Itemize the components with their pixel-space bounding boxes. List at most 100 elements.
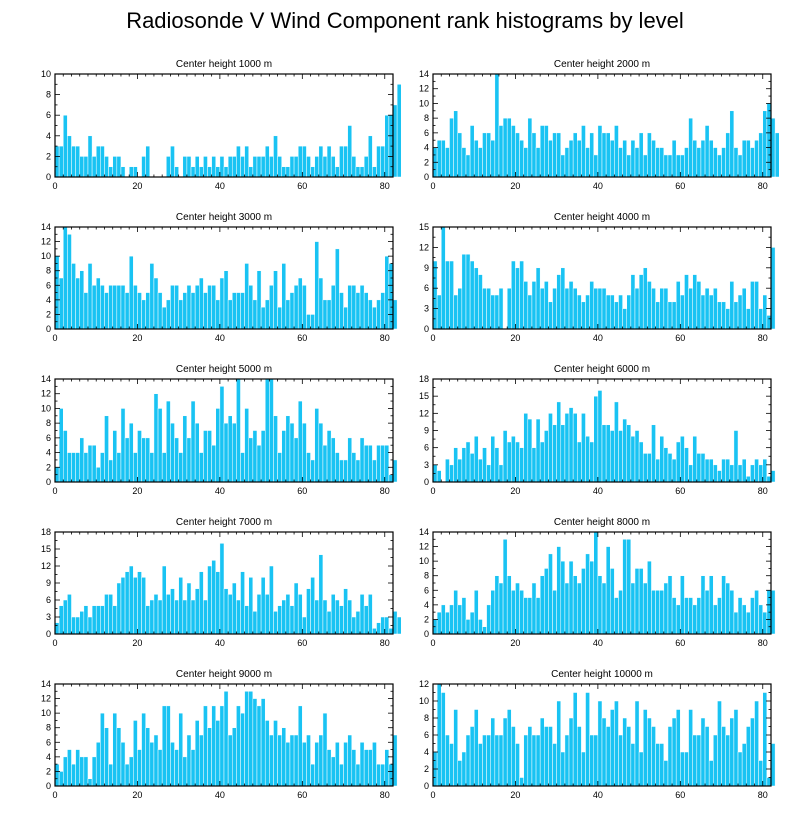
histogram-bar	[120, 166, 126, 178]
histogram-bar	[560, 424, 566, 483]
y-tick-label: 8	[424, 113, 429, 123]
x-tick-label: 60	[675, 638, 685, 648]
histogram-bar	[601, 717, 607, 787]
histogram-bar	[157, 599, 163, 635]
histogram-bar	[355, 292, 361, 330]
histogram-bar	[392, 611, 398, 635]
histogram-bar	[281, 430, 287, 483]
histogram-bar	[310, 314, 315, 330]
histogram-bar	[770, 247, 776, 330]
histogram-bar	[597, 700, 603, 787]
histogram-bar	[478, 147, 483, 178]
histogram-bar	[227, 734, 233, 787]
histogram-bar	[511, 125, 516, 178]
histogram-bar	[729, 590, 735, 635]
histogram-bar	[297, 705, 303, 787]
histogram-bar	[436, 611, 442, 635]
histogram-bar	[104, 156, 109, 178]
histogram-bar	[544, 726, 549, 787]
histogram-bar	[293, 734, 299, 787]
histogram-bar	[618, 294, 623, 330]
histogram-bar	[593, 287, 599, 330]
histogram-bar	[190, 166, 196, 178]
histogram-bar	[392, 734, 398, 787]
histogram-bar	[145, 145, 151, 178]
x-tick-label: 60	[675, 181, 685, 191]
histogram-bar	[527, 726, 533, 787]
x-tick-label: 80	[380, 333, 390, 343]
y-tick-label: 6	[424, 283, 429, 293]
histogram-bar	[519, 590, 524, 635]
histogram-bar	[231, 156, 237, 178]
histogram-bar	[145, 727, 151, 787]
x-tick-label: 40	[593, 486, 603, 496]
histogram-bar	[445, 147, 450, 178]
histogram-bar	[440, 139, 446, 178]
histogram-bar	[112, 156, 118, 178]
histogram-bar	[190, 292, 196, 330]
histogram-bar	[256, 705, 262, 787]
histogram-bar	[75, 145, 80, 178]
histogram-bar	[552, 590, 557, 635]
histogram-bar	[108, 285, 113, 330]
y-tick-label: 9	[424, 426, 429, 436]
histogram-bar	[737, 294, 743, 330]
histogram-bar	[368, 749, 373, 787]
histogram-bar	[572, 287, 578, 330]
histogram-bar	[614, 125, 619, 178]
histogram-bar	[248, 285, 254, 330]
histogram-bar	[704, 726, 710, 787]
histogram-bar	[219, 277, 225, 330]
histogram-bar	[498, 125, 504, 178]
histogram-bar	[363, 444, 369, 483]
histogram-bar	[124, 292, 130, 330]
y-tick-label: 10	[419, 556, 429, 566]
histogram-bar	[116, 452, 122, 483]
y-tick-label: 2	[46, 151, 51, 161]
histogram-bar	[384, 114, 390, 178]
histogram-bar	[729, 110, 735, 178]
histogram-bar	[700, 139, 706, 178]
histogram-bar	[269, 285, 274, 330]
histogram-bar	[511, 260, 516, 330]
histogram-bar	[207, 430, 212, 483]
histogram-bar	[713, 147, 718, 178]
x-tick-label: 60	[675, 486, 685, 496]
x-tick-label: 20	[510, 790, 520, 800]
histogram-bar	[614, 401, 619, 483]
histogram-bar	[506, 709, 512, 787]
histogram-bar	[285, 742, 291, 787]
y-tick-label: 3	[46, 612, 51, 622]
histogram-bar	[277, 734, 282, 787]
histogram-bar	[626, 539, 632, 635]
histogram-bar	[87, 616, 93, 635]
histogram-bar	[523, 147, 529, 178]
histogram-bar	[589, 281, 595, 330]
histogram-bar	[273, 415, 278, 483]
histogram-bar	[79, 156, 85, 178]
histogram-bar	[581, 568, 586, 635]
histogram-bar	[199, 166, 204, 178]
histogram-bar	[240, 712, 245, 787]
histogram-bar	[523, 413, 529, 483]
histogram-bar	[531, 582, 537, 635]
histogram-bar	[618, 430, 623, 483]
y-tick-label: 0	[424, 324, 429, 334]
histogram-bar	[708, 139, 714, 178]
histogram-bar	[589, 734, 595, 787]
histogram-bar	[659, 147, 665, 178]
histogram-bar	[108, 594, 113, 635]
histogram-bar	[302, 616, 307, 635]
histogram-bar	[700, 717, 706, 787]
histogram-bar	[355, 166, 361, 178]
histogram-bar	[630, 139, 636, 178]
histogram-bar	[120, 742, 126, 787]
histogram-panel: Center height 10000 m 0 20 40 60 80 0 2 4 6 8 10 12	[419, 669, 776, 800]
histogram-bar	[252, 299, 258, 330]
histogram-bar	[667, 453, 673, 483]
histogram-bar	[194, 156, 200, 178]
histogram-bar	[137, 571, 142, 635]
histogram-bar	[186, 156, 192, 178]
histogram-bar	[87, 263, 93, 330]
histogram-panel: Center height 4000 m 0 20 40 60 80 0 3 6 9 12 15	[419, 212, 776, 343]
